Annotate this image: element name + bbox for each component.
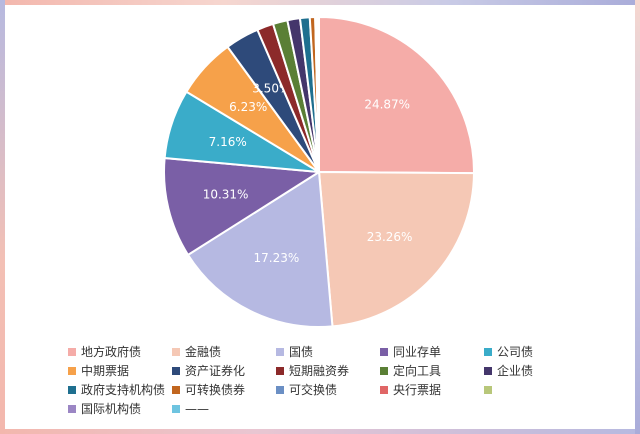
legend-item-6: 资产证券化 [172, 363, 276, 379]
legend-swatch-4 [484, 348, 492, 356]
legend-label-7: 短期融资券 [289, 364, 350, 378]
legend-item-15: 国际机构债 [68, 401, 172, 417]
legend: 地方政府债 金融债 国债 同业存单 公司债中期票据 资产证券化 短期融资券 定向工具 企业债政府… [68, 344, 588, 417]
border-bottom [0, 429, 640, 434]
legend-label-0: 地方政府债 [81, 345, 142, 359]
legend-swatch-1 [172, 348, 180, 356]
legend-swatch-14 [484, 386, 492, 394]
legend-label-1: 金融债 [185, 345, 222, 359]
legend-label-13: 央行票据 [393, 383, 442, 397]
border-top [0, 0, 640, 5]
slice-label-3: 10.31% [203, 188, 249, 202]
pie-slice-1 [317, 170, 476, 328]
slice-label-4: 7.16% [209, 135, 247, 149]
pie-slice-0 [318, 15, 476, 175]
legend-item-11: 可转换债券 [172, 382, 276, 398]
legend-item-5: 中期票据 [68, 363, 172, 379]
legend-item-8: 定向工具 [380, 363, 484, 379]
legend-label-2: 国债 [289, 345, 314, 359]
legend-label-3: 同业存单 [393, 345, 442, 359]
legend-swatch-9 [484, 367, 492, 375]
legend-item-10: 政府支持机构债 [68, 382, 172, 398]
legend-item-0: 地方政府债 [68, 344, 172, 360]
legend-item-16: —— [172, 401, 276, 417]
legend-label-12: 可交换债 [289, 383, 338, 397]
legend-label-11: 可转换债券 [185, 383, 246, 397]
legend-swatch-13 [380, 386, 388, 394]
legend-swatch-0 [68, 348, 76, 356]
legend-swatch-6 [172, 367, 180, 375]
legend-label-10: 政府支持机构债 [81, 383, 166, 397]
pie-slice-2 [186, 170, 334, 328]
legend-item-4: 公司债 [484, 344, 588, 360]
legend-label-9: 企业债 [497, 364, 534, 378]
legend-item-9: 企业债 [484, 363, 588, 379]
legend-item-7: 短期融资券 [276, 363, 380, 379]
slice-label-2: 17.23% [254, 251, 300, 265]
legend-swatch-12 [276, 386, 284, 394]
legend-label-15: 国际机构债 [81, 402, 142, 416]
legend-swatch-5 [68, 367, 76, 375]
legend-label-5: 中期票据 [81, 364, 130, 378]
slice-label-5: 6.23% [229, 100, 267, 114]
pie-slice-3 [163, 156, 323, 257]
legend-swatch-7 [276, 367, 284, 375]
legend-swatch-2 [276, 348, 284, 356]
slice-label-1: 23.26% [367, 230, 413, 244]
legend-label-8: 定向工具 [393, 364, 442, 378]
legend-swatch-8 [380, 367, 388, 375]
border-right [635, 0, 640, 434]
legend-swatch-3 [380, 348, 388, 356]
legend-label-6: 资产证券化 [185, 364, 246, 378]
legend-swatch-10 [68, 386, 76, 394]
legend-swatch-11 [172, 386, 180, 394]
legend-item-1: 金融债 [172, 344, 276, 360]
legend-item-13: 央行票据 [380, 382, 484, 398]
legend-swatch-15 [68, 405, 76, 413]
border-left [0, 0, 5, 434]
legend-item-14 [484, 382, 588, 398]
legend-item-12: 可交换债 [276, 382, 380, 398]
slice-label-0: 24.87% [364, 97, 410, 111]
legend-label-4: 公司债 [497, 345, 534, 359]
legend-item-3: 同业存单 [380, 344, 484, 360]
legend-label-16: —— [185, 402, 209, 416]
legend-item-2: 国债 [276, 344, 380, 360]
legend-swatch-16 [172, 405, 180, 413]
